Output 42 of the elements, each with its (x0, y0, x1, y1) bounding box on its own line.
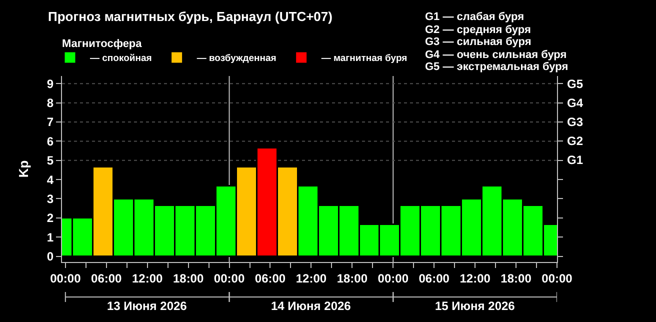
x-tick-label: 06:00 (418, 271, 450, 286)
ref-line-label: G2 (567, 134, 584, 148)
legend-label: — спокойная (90, 53, 152, 64)
x-tick-label: 00:00 (50, 271, 82, 286)
text: G5 — экстремальная буря (425, 61, 568, 73)
x-tick-label: 12:00 (460, 271, 491, 286)
text: G1 — слабая буря (425, 11, 524, 23)
y-axis-title: Kp (16, 160, 31, 178)
x-tick-label: 18:00 (172, 271, 204, 286)
y-tick-label: 2 (46, 211, 54, 226)
y-tick-label: 6 (46, 134, 54, 148)
x-tick-label: 12:00 (132, 271, 164, 286)
ref-line-label: G5 (567, 77, 584, 91)
x-tick-label: 00:00 (214, 271, 245, 286)
x-tick-label: 06:00 (91, 271, 122, 286)
text: 13 Июня 2026 (107, 299, 188, 313)
ref-line-label: G1 (567, 153, 584, 167)
y-tick-label: 3 (46, 192, 54, 206)
text: G4 — очень сильная буря (425, 49, 567, 61)
y-tick-label: 9 (46, 76, 54, 91)
text: G3 — сильная буря (425, 36, 532, 48)
legend-label: — возбужденная (196, 53, 276, 64)
ref-line-label: G4 (567, 96, 584, 110)
y-tick-label: 8 (46, 96, 54, 110)
y-tick-label: 0 (46, 249, 54, 264)
text: G2 — средняя буря (425, 24, 531, 36)
legend-label: — магнитная буря (321, 53, 408, 64)
y-tick-label: 5 (46, 154, 54, 168)
legend-title: Магнитосфера (62, 38, 143, 50)
text: 15 Июня 2026 (435, 299, 516, 313)
x-tick-label: 18:00 (336, 271, 368, 286)
x-tick-label: 00:00 (378, 271, 409, 286)
y-tick-label: 4 (46, 172, 54, 187)
x-tick-label: 06:00 (254, 271, 286, 286)
y-tick-label: 7 (46, 115, 54, 130)
text: 14 Июня 2026 (271, 299, 352, 313)
chart-title: Прогноз магнитных бурь, Барнаул (UTC+07) (48, 9, 332, 24)
x-tick-label: 18:00 (500, 271, 532, 286)
x-tick-label: 00:00 (542, 271, 573, 286)
ref-line-label: G3 (567, 115, 584, 129)
y-tick-label: 1 (46, 230, 54, 244)
x-tick-label: 12:00 (296, 271, 327, 286)
